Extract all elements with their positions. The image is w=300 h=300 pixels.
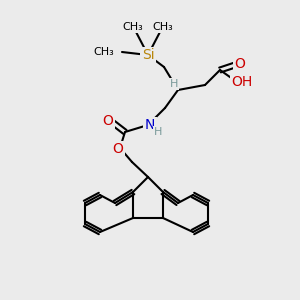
Text: CH₃: CH₃ [123,22,143,32]
Text: H: H [170,79,178,89]
Text: O: O [103,114,113,128]
Text: Si: Si [142,48,154,62]
Text: CH₃: CH₃ [93,47,114,57]
Text: H: H [154,127,162,137]
Text: OH: OH [231,75,253,89]
Text: CH₃: CH₃ [153,22,173,32]
Text: N: N [145,118,155,132]
Text: O: O [235,57,245,71]
Text: O: O [112,142,123,156]
